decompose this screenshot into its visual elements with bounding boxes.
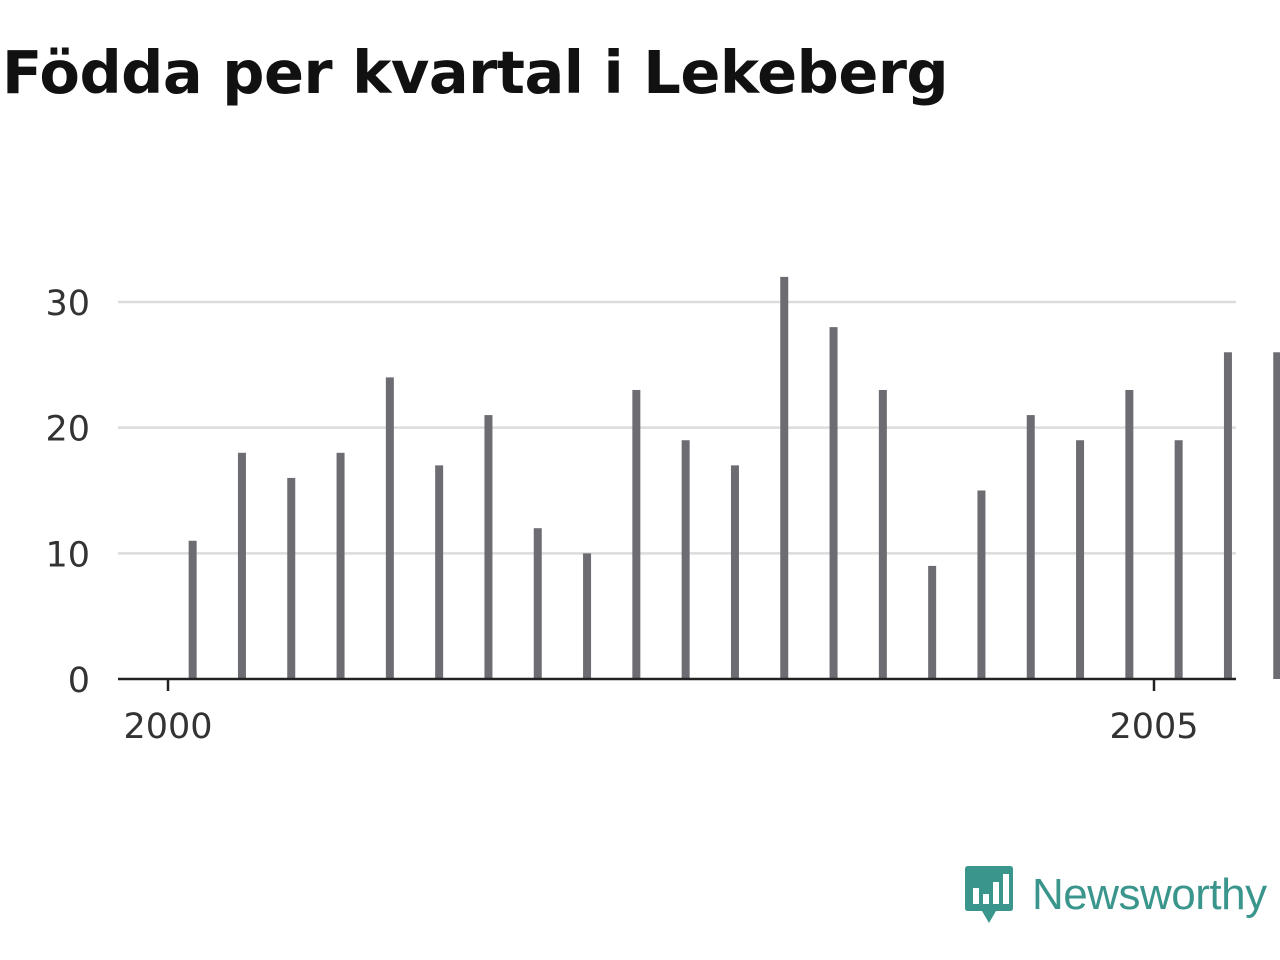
- logo-text: Newsworthy: [1032, 870, 1267, 919]
- bar-2004-K2: [1026, 415, 1035, 679]
- chart-title: Födda per kvartal i Lekeberg: [2, 38, 949, 107]
- grid-lines: [118, 300, 1236, 555]
- bar-2003-K2: [829, 327, 838, 679]
- bar-2004-K1: [977, 490, 986, 679]
- y-tick-label: 30: [45, 284, 90, 324]
- bar-2004-K4: [1125, 389, 1134, 679]
- bar-2005-K1: [1174, 440, 1183, 679]
- newsworthy-logo[interactable]: Newsworthy: [964, 864, 1267, 926]
- y-tick-label: 10: [45, 535, 90, 575]
- bar-2001-K3: [484, 415, 493, 679]
- x-tick-label: 2005: [1109, 707, 1198, 747]
- bar-2005-K2: [1223, 352, 1232, 679]
- y-tick-label: 20: [45, 410, 90, 450]
- bar-2000-K1: [188, 540, 197, 679]
- bar-2003-K3: [878, 389, 887, 679]
- bar-2002-K3: [681, 440, 690, 679]
- x-tick-label: 2000: [123, 707, 212, 747]
- bar-2003-K1: [780, 276, 789, 679]
- y-tick-label: 0: [68, 661, 90, 701]
- bar-2004-K3: [1076, 440, 1085, 679]
- bar-2001-K2: [435, 465, 444, 679]
- bar-2000-K2: [237, 452, 246, 679]
- bar-2001-K4: [533, 528, 542, 679]
- bar-2002-K2: [632, 389, 641, 679]
- bar-2001-K1: [385, 377, 394, 679]
- y-axis-labels: 0 10 20 30: [45, 284, 90, 701]
- bars: [188, 276, 1280, 679]
- bar-2000-K3: [287, 477, 296, 679]
- bar-2002-K1: [583, 553, 592, 679]
- bar-2005-K3: [1273, 352, 1280, 679]
- bar-2003-K4: [928, 565, 937, 679]
- x-axis: [118, 677, 1236, 691]
- bar-2000-K4: [336, 452, 345, 679]
- bar-2002-K4: [730, 465, 739, 679]
- x-axis-labels: 200020052010201520202025: [123, 707, 1198, 747]
- newsworthy-logo-icon: [965, 866, 1013, 923]
